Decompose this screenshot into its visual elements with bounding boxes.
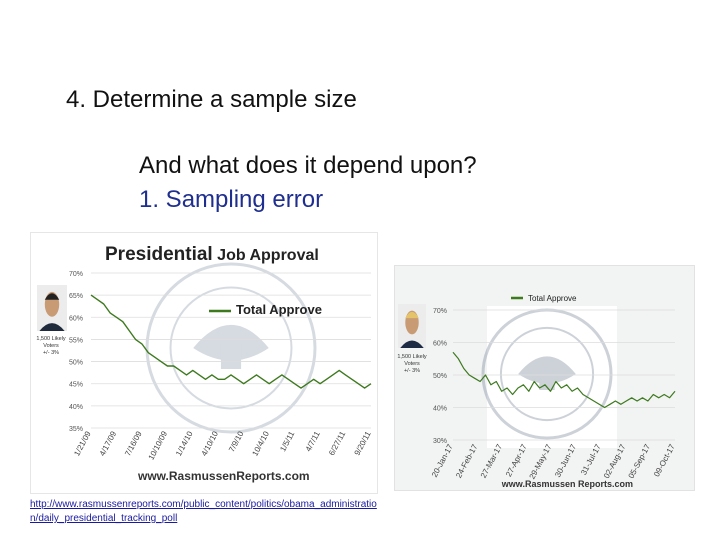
- sample-note-line: Voters: [404, 361, 420, 367]
- total-approve-line: [452, 351, 676, 409]
- x-tick-label: 1/21/09: [72, 429, 93, 457]
- x-tick-label: 10/10/09: [147, 429, 170, 461]
- x-tick-label: 29-May-17: [528, 442, 554, 480]
- presidential-seal-watermark: [481, 308, 613, 440]
- x-tick-label: 9/20/11: [353, 429, 373, 457]
- y-tick-label: 45%: [69, 382, 83, 389]
- x-tick-label: 7/16/09: [123, 429, 144, 457]
- y-tick-label: 35%: [69, 426, 83, 433]
- obama-approval-chart: Presidential Job Approval 70% 65% 60% 55% 50%…: [30, 232, 378, 494]
- chart-title-bold: Presidential: [105, 244, 213, 265]
- sample-note-line: 1,500 Likely: [397, 354, 427, 360]
- source-link[interactable]: http://www.rasmussenreports.com/public_c…: [30, 499, 377, 524]
- seal-eagle-shape: [193, 324, 269, 361]
- x-tick-label: 4/17/09: [98, 429, 119, 457]
- sampling-error-point: 1. Sampling error: [139, 186, 324, 213]
- president-portrait: [398, 304, 426, 348]
- source-label: www.Rasmussen Reports.com: [501, 479, 633, 489]
- portrait-hair: [44, 293, 60, 300]
- x-tick-label: 1/5/11: [278, 429, 296, 453]
- presidential-seal-watermark: [145, 262, 317, 434]
- y-tick-label: 50%: [433, 373, 447, 380]
- total-approve-line: [90, 294, 372, 389]
- y-tick-label: 60%: [69, 315, 83, 322]
- obama-approval-chart-svg: Presidential Job Approval 70% 65% 60% 55% 50%…: [36, 244, 373, 483]
- trump-approval-chart-svg: 70% 60% 50% 40% 30% Total Approve 20-Jan-17 24-…: [397, 294, 677, 489]
- seal-shield-shape: [220, 343, 242, 369]
- seal-eagle-shape: [518, 356, 576, 384]
- slide-question: And what does it depend upon?: [139, 152, 477, 179]
- source-label: www.RasmussenReports.com: [137, 469, 310, 483]
- y-tick-label: 60%: [433, 341, 447, 348]
- y-tick-label: 50%: [69, 360, 83, 367]
- y-tick-label: 30%: [433, 438, 447, 445]
- seal-inner-ring: [169, 286, 293, 410]
- x-tick-label: 1/14/10: [174, 429, 195, 457]
- x-tick-label: 20-Jan-17: [430, 442, 455, 479]
- portrait-suit: [39, 323, 65, 331]
- x-tick-label: 6/27/11: [327, 429, 347, 457]
- legend-label: Total Approve: [236, 302, 322, 317]
- x-tick-label: 09-Oct-17: [652, 442, 677, 478]
- portrait-suit: [400, 340, 424, 348]
- sample-note-line: +/- 3%: [43, 350, 59, 356]
- slide-heading: 4. Determine a sample size: [66, 86, 357, 113]
- y-tick-label: 40%: [433, 406, 447, 413]
- x-tick-label: 24-Feb-17: [454, 442, 480, 479]
- seal-inner-ring: [499, 326, 595, 422]
- seal-outer-ring: [145, 262, 317, 434]
- chart-title: Presidential Job Approval: [105, 244, 319, 265]
- x-tick-label: 05-Sep-17: [627, 442, 653, 480]
- y-tick-label: 70%: [433, 308, 447, 315]
- y-tick-label: 70%: [69, 271, 83, 278]
- plot-area-background: [487, 306, 617, 448]
- trump-approval-chart: 70% 60% 50% 40% 30% Total Approve 20-Jan-17 24-…: [394, 265, 695, 491]
- y-tick-label: 65%: [69, 293, 83, 300]
- portrait-hair: [405, 311, 419, 319]
- sample-note-line: +/- 3%: [404, 368, 420, 374]
- y-tick-label: 55%: [69, 337, 83, 344]
- x-tick-label: 4/7/11: [304, 429, 322, 453]
- legend-label: Total Approve: [528, 294, 577, 303]
- x-tick-label: 10/4/10: [250, 429, 271, 457]
- sample-note-line: Voters: [43, 343, 59, 349]
- chart-title-rest: Job Approval: [213, 247, 319, 264]
- president-portrait: [37, 285, 67, 331]
- sample-note-line: 1,500 Likely: [36, 336, 66, 342]
- x-tick-label: 4/10/10: [200, 429, 221, 457]
- y-tick-label: 40%: [69, 404, 83, 411]
